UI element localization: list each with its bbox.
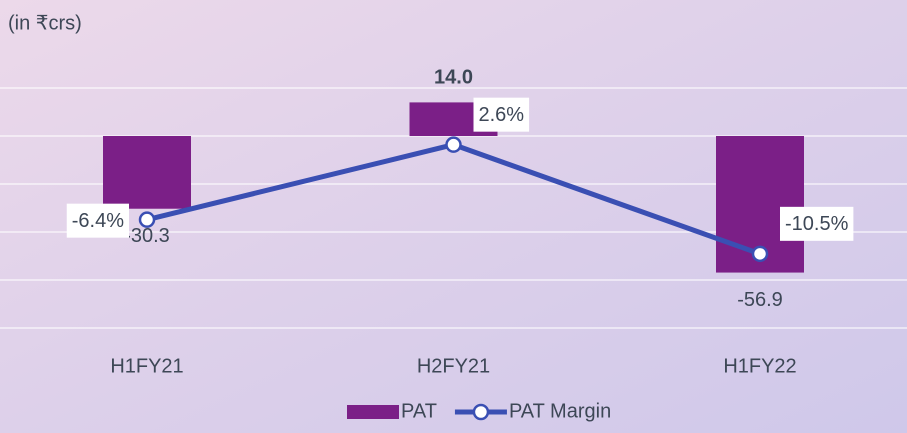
label-box [473,97,530,132]
x-tick-label: H1FY21 [110,355,183,377]
x-tick-label: H1FY22 [723,355,796,377]
data-label: -56.9 [737,289,783,311]
line-marker [138,211,156,228]
legend-label: PAT Margin [509,400,611,422]
line-marker [751,245,769,263]
subtitle: (in ₹crs) [8,12,82,34]
data-label: -10.5% [785,213,849,235]
x-tick-label: H2FY21 [417,355,490,377]
data-label: 2.6% [479,104,525,126]
bar [103,136,191,209]
data-label: -6.4% [72,210,124,232]
line-marker [445,136,462,153]
label-box [66,203,129,238]
legend-swatch [347,405,399,419]
data-label: 14.0 [434,67,473,89]
data-label: -30.3 [124,225,170,247]
legend-swatch [472,403,490,421]
legend-label: PAT [401,400,437,422]
label-box [780,206,854,241]
